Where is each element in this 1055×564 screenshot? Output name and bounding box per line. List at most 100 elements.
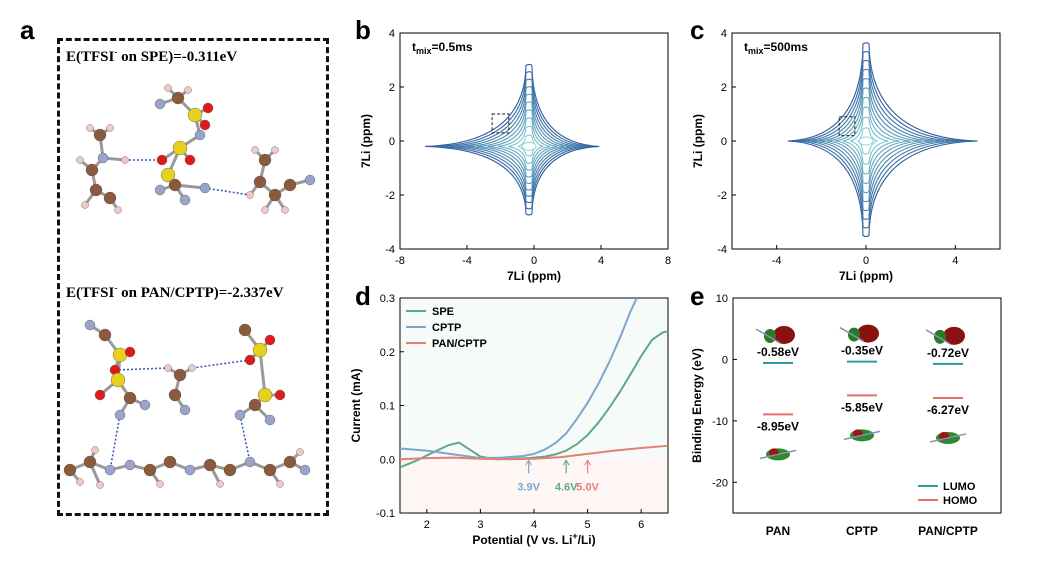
c-contour	[834, 96, 911, 184]
b-contour	[425, 63, 600, 216]
d-legend-label: SPE	[432, 306, 454, 318]
c-contour	[819, 78, 934, 203]
c-xtick-label: 4	[952, 255, 958, 267]
e-legend-label: LUMO	[943, 481, 976, 493]
b-xlabel: 7Li (ppm)	[507, 269, 561, 283]
c-annotation: tmix=500ms	[744, 40, 808, 56]
d-xtick-label: 5	[585, 519, 591, 531]
mol-top-atom	[97, 152, 109, 164]
d-ylabel: Current (mA)	[349, 368, 363, 442]
d-ytick-label: -0.1	[376, 508, 395, 520]
e-lumo-orbital	[848, 327, 860, 342]
e-legend-label: HOMO	[943, 495, 978, 507]
d-series-line	[399, 444, 669, 461]
mol-bottom-hydrogen-bond	[191, 359, 251, 369]
mol-top-hydrogen-bond	[204, 187, 251, 196]
c-contour	[857, 127, 879, 155]
c-contour	[811, 68, 945, 212]
e-ytick-label: 10	[716, 293, 728, 305]
b-contour	[456, 86, 579, 197]
energy-label-spe: E(TFSI- on SPE)=-0.311eV	[66, 47, 238, 65]
d-legend-label: CPTP	[432, 322, 461, 334]
b-ytick-label: 4	[389, 28, 395, 40]
c-ytick-label: -2	[717, 190, 727, 202]
mol-bottom-atom	[76, 478, 84, 486]
mol-bottom-atom	[84, 319, 96, 331]
b-contour	[508, 125, 545, 164]
mol-top-atom	[106, 124, 114, 132]
b-ytick-label: 2	[389, 82, 395, 94]
b-contour	[445, 78, 586, 204]
c-dashed-box	[838, 116, 856, 137]
mol-top-atom	[76, 156, 84, 164]
mol-top-atom	[304, 174, 316, 186]
e-lumo-skeleton	[925, 329, 951, 345]
mol-top-atom	[93, 128, 107, 142]
e-category-label: CPTP	[846, 524, 878, 538]
mol-top-atom	[184, 86, 192, 94]
d-xtick-label: 6	[638, 519, 644, 531]
mol-top-atom	[121, 156, 129, 164]
b-contour	[497, 117, 551, 171]
c-ytick-label: 2	[721, 82, 727, 94]
d-xlabel-post: /Li)	[578, 533, 596, 547]
mol-bottom-atom	[163, 455, 177, 469]
mol-top-atom	[194, 129, 206, 141]
mol-bottom-atom	[91, 446, 99, 454]
mol-bottom-bond	[258, 349, 267, 396]
mol-top-atom	[199, 182, 211, 194]
mol-bottom-atom	[234, 409, 246, 421]
c-ylabel: 7Li (ppm)	[691, 114, 705, 168]
mol-bottom-atom	[274, 389, 286, 401]
mol-bottom-hydrogen-bond	[239, 414, 251, 463]
panel-label-d: d	[355, 281, 371, 311]
mol-top-atom	[271, 146, 279, 154]
d-xlabel: Potential (V vs. Li+/Li)	[472, 531, 595, 547]
d-series-line	[399, 330, 669, 469]
mol-bottom-atom	[96, 481, 104, 489]
e-lumo-value: -0.58eV	[757, 345, 799, 359]
b-xtick-label: -8	[395, 255, 405, 267]
d-ytick-label: 0.2	[380, 347, 395, 359]
e-lumo-orbital	[857, 324, 879, 343]
b-xtick-label: -4	[462, 255, 472, 267]
mol-top-atom	[154, 98, 166, 110]
mol-bottom-atom	[223, 463, 237, 477]
mol-bottom-atom	[173, 368, 187, 382]
e-homo-value: -8.95eV	[757, 419, 799, 433]
b-ylabel: 7Li (ppm)	[359, 114, 373, 168]
c-contour	[795, 51, 967, 229]
d-marker-label: 5.0V	[576, 481, 599, 493]
mol-bottom-atom	[216, 480, 224, 488]
panel-a-frame	[57, 38, 329, 516]
mol-bottom-atom	[123, 391, 137, 405]
b-annotation-base: t	[412, 40, 416, 54]
b-ytick-label: 0	[389, 136, 395, 148]
d-marker-head	[525, 459, 533, 466]
mol-bottom-atom	[264, 414, 276, 426]
mol-top-atom	[202, 102, 214, 114]
d-ytick-label: 0.3	[380, 293, 395, 305]
e-lumo-value: -0.72eV	[927, 346, 969, 360]
mol-bottom-hydrogen-bond	[109, 414, 121, 471]
b-xtick-label: 4	[598, 255, 604, 267]
e-lumo-value: -0.35eV	[841, 344, 883, 358]
mol-bottom-atom	[124, 346, 136, 358]
b-annotation-sub: mix	[416, 46, 432, 56]
b-annotation: tmix=0.5ms	[412, 40, 473, 56]
mol-bottom-atom	[110, 372, 126, 388]
mol-bottom-atom	[276, 480, 284, 488]
mol-bottom-atom	[257, 387, 273, 403]
mol-top-atom	[81, 201, 89, 209]
panel-label-b: b	[355, 15, 371, 45]
d-marker-head	[562, 459, 570, 466]
mol-bottom-atom	[296, 448, 304, 456]
d-xtick-label: 4	[531, 519, 537, 531]
mol-bottom-atom	[252, 342, 268, 358]
b-ytick-label: -4	[385, 244, 395, 256]
mol-bottom-atom	[143, 463, 157, 477]
c-ytick-label: 4	[721, 28, 727, 40]
mol-bottom-atom	[248, 398, 262, 412]
